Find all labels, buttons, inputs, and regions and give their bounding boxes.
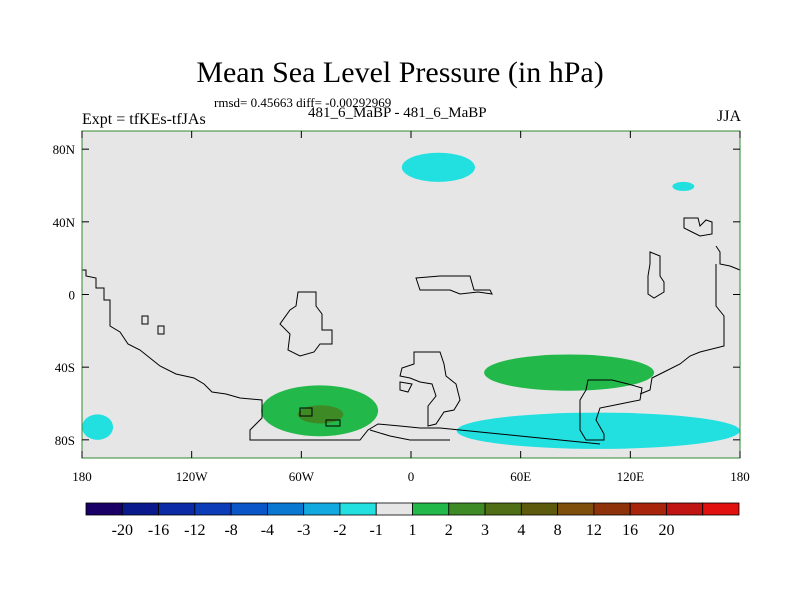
anomaly-regions: [82, 152, 740, 449]
colorbar-label: -16: [148, 522, 169, 539]
comparison-label: 481_6_MaBP - 481_6_MaBP: [308, 105, 487, 121]
coastline-central-america: [279, 291, 333, 357]
colorbar-label: -12: [184, 522, 205, 539]
colorbar-swatch: [520, 502, 559, 516]
y-tick-label: 80S: [55, 433, 75, 448]
y-tick-label: 80N: [53, 142, 76, 157]
coastline-australia: [579, 379, 643, 441]
colorbar-swatch: [629, 502, 667, 516]
coastline-japan: [683, 217, 713, 237]
colorbar-label: -3: [297, 522, 310, 539]
region-south-atlantic-high-core: [297, 405, 344, 424]
coastline-island-small-2: [157, 325, 165, 335]
colorbar-swatch: [557, 502, 595, 516]
colorbar-label: 12: [586, 522, 602, 539]
colorbar-label: -1: [370, 522, 383, 539]
colorbar-swatch: [121, 502, 159, 516]
colorbar-label: 20: [658, 522, 674, 539]
colorbar-label: 1: [409, 522, 417, 539]
y-axis-ticks: 80N 40N 0 40S 80S: [53, 142, 740, 448]
colorbar-swatch: [412, 502, 450, 516]
x-tick-label: 180: [72, 469, 92, 484]
season-label: JJA: [716, 108, 741, 125]
colorbar-swatch: [158, 502, 196, 516]
region-indian-ocean-high: [484, 354, 655, 391]
colorbar-swatch: [85, 502, 123, 516]
colorbar-swatch: [593, 502, 631, 516]
coastline-south-america-tip: [299, 407, 341, 427]
x-tick-label: 120E: [617, 469, 645, 484]
colorbar-label: 3: [481, 522, 489, 539]
y-tick-label: 40N: [53, 215, 76, 230]
coastline-madagascar: [399, 381, 413, 393]
colorbar-swatch: [702, 502, 740, 516]
coastlines: [82, 217, 741, 445]
region-pacific-southwest-low: [82, 414, 114, 440]
colorbar-swatch: [230, 502, 268, 516]
coastline-americas: [82, 269, 601, 445]
colorbar-swatch: [484, 502, 522, 516]
x-axis-ticks: 180 120W 60W 0 60E 120E 180: [72, 131, 750, 484]
coastline-asia-pacific: [639, 245, 741, 395]
colorbar-label: 16: [622, 522, 638, 539]
colorbar-swatch: [375, 502, 413, 516]
stats-label: rmsd= 0.45663 diff= -0.00292969: [214, 95, 392, 110]
coastline-island-small: [141, 315, 149, 325]
x-tick-label: 180: [730, 469, 750, 484]
colorbar-label: -8: [224, 522, 237, 539]
x-tick-label: 60W: [289, 469, 315, 484]
y-tick-label: 0: [69, 288, 76, 303]
colorbar-label: 8: [554, 522, 562, 539]
colorbar-swatch: [339, 502, 377, 516]
colorbar-label: -2: [333, 522, 346, 539]
x-tick-label: 120W: [176, 469, 209, 484]
colorbar-swatch: [266, 502, 305, 516]
experiment-label: Expt = tfKEs-tfJAs: [82, 111, 206, 128]
coastline-asia-east: [647, 251, 665, 299]
colorbar-swatch: [194, 502, 232, 516]
region-southern-ocean-low: [456, 412, 740, 449]
coastline-antarctica-arc: [369, 429, 450, 441]
coastline-africa-north: [415, 275, 493, 295]
x-tick-label: 0: [408, 469, 415, 484]
colorbar-swatch: [448, 502, 486, 516]
coastline-africa: [399, 351, 461, 427]
colorbar-label: 4: [517, 522, 525, 539]
y-tick-label: 40S: [55, 360, 75, 375]
x-tick-label: 60E: [510, 469, 531, 484]
region-east-siberia-low: [672, 181, 695, 191]
chart-title: Mean Sea Level Pressure (in hPa): [196, 56, 604, 89]
colorbar-swatch: [303, 502, 341, 516]
colorbar-swatch: [666, 502, 704, 516]
plot-background: [82, 131, 740, 458]
colorbar-label: 2: [445, 522, 453, 539]
colorbar-label: -20: [112, 522, 133, 539]
colorbar-label: -4: [261, 522, 274, 539]
colorbar: -20 -16 -12 -8 -4 -3 -2 -1 1 2 3 4 8 12 16 20: [85, 502, 740, 539]
region-arctic-low: [401, 152, 475, 182]
